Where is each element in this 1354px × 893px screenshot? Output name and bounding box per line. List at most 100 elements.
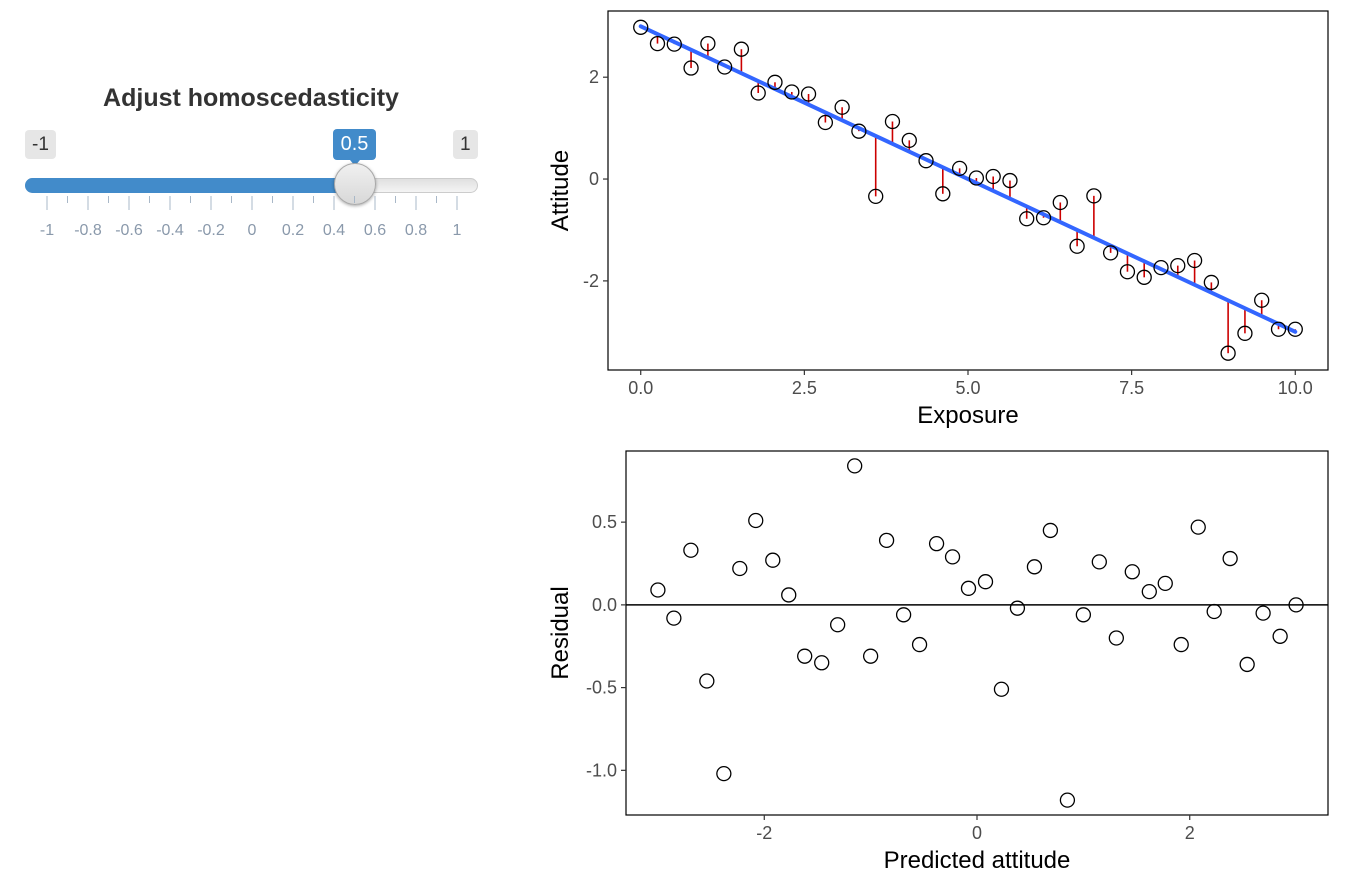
data-point [797,648,813,664]
data-point [878,532,895,548]
data-point [1069,238,1085,254]
y-tick-label: 2 [589,67,599,87]
slider-tick-label: 1 [453,222,462,239]
y-tick-label: -1.0 [586,760,617,780]
data-point [830,617,846,633]
data-point [650,582,666,598]
data-point [700,35,716,52]
data-point [1042,522,1059,539]
data-point [666,610,682,626]
x-tick-label: 2.5 [792,378,817,398]
data-point [1288,597,1304,613]
data-point [1091,554,1107,570]
data-point [834,99,850,115]
slider-tick-label: 0 [248,222,257,239]
data-point [918,153,934,169]
y-tick-label: 0 [589,169,599,189]
y-axis-title: Residual [547,586,574,679]
data-point [1102,245,1119,261]
data-point [1141,583,1157,600]
data-point [1270,321,1287,337]
data-point [1254,292,1270,308]
data-point [1052,194,1068,211]
slider-ticks: -1 -0.8 -0.6 -0.4 -0.2 0 0.2 0.4 0.6 0.8 1 [40,196,462,239]
data-point [968,170,985,186]
y-tick-label: -2 [583,271,599,291]
slider-min-label: -1 [25,130,56,159]
y-tick-label: -0.5 [586,678,617,698]
data-point [1035,210,1052,226]
data-point [895,607,912,623]
data-point [960,580,977,596]
data-point [1136,269,1152,285]
data-point [977,574,994,590]
data-point [1059,792,1076,808]
data-point [666,36,682,52]
data-point [884,113,901,130]
data-point [699,673,715,689]
x-tick-label: 0 [972,823,982,843]
data-point [951,160,968,176]
slider-max-label: 1 [453,130,478,159]
data-point [1086,188,1102,204]
data-point [817,114,834,131]
data-point [1272,628,1288,644]
data-point [716,59,733,75]
data-point [1170,257,1186,274]
data-point [862,648,879,664]
data-point [1119,264,1136,280]
data-point [1287,321,1303,337]
data-point [750,85,766,101]
x-tick-label: 5.0 [955,378,980,398]
x-tick-label: 2 [1185,823,1195,843]
slider-tick-label: -0.2 [197,222,225,239]
data-point [1009,600,1026,616]
data-point [781,587,797,603]
y-tick-label: 0.5 [592,512,617,532]
data-point [1222,550,1238,567]
slider-tick-label: -0.4 [156,222,184,239]
data-point [1190,519,1206,535]
data-point [1124,564,1140,580]
data-point [683,542,699,558]
data-point [1186,252,1203,269]
data-point [851,123,867,139]
slider-value-label: 0.5 [333,129,376,166]
data-point [716,765,732,782]
slider-tick-label: 0.4 [323,222,345,239]
data-point [944,549,961,565]
slider-panel: Adjust homoscedasticity -1 1 0.5 -1 -0.8 -… [0,0,520,300]
data-point [1220,345,1236,361]
data-point [1153,259,1169,276]
slider-title: Adjust homoscedasticity [103,84,399,112]
y-tick-label: 0.0 [592,595,617,615]
data-point [1206,603,1222,620]
slider-track-fill [25,178,355,193]
data-point [633,19,649,35]
slider-tick-label: -0.8 [74,222,102,239]
x-axis-title: Exposure [917,402,1018,429]
data-point [733,41,750,57]
data-point [1173,636,1189,653]
y-axis-title: Attitude [547,150,574,231]
slider-handle[interactable] [333,163,376,205]
data-point [649,35,666,52]
slider-tick-label: 0.6 [364,222,386,239]
data-point [767,74,783,90]
plot-frame [625,450,1329,816]
data-point [993,681,1010,697]
data-point [847,458,863,474]
x-axis-title: Predicted attitude [884,847,1071,874]
data-point [683,60,699,76]
slider-tick-label: -1 [40,222,54,239]
exposure-attitude-plot: 0.0 2.5 5.0 7.5 10.0 -2 0 2 Exposure Attitude [547,10,1329,429]
data-point [1239,656,1255,673]
regression-line [638,24,1298,334]
data-point [928,536,945,552]
data-point [748,512,764,529]
x-tick-label: 7.5 [1119,378,1144,398]
data-point [868,188,884,205]
data-point [800,86,817,102]
data-point [1026,559,1043,575]
